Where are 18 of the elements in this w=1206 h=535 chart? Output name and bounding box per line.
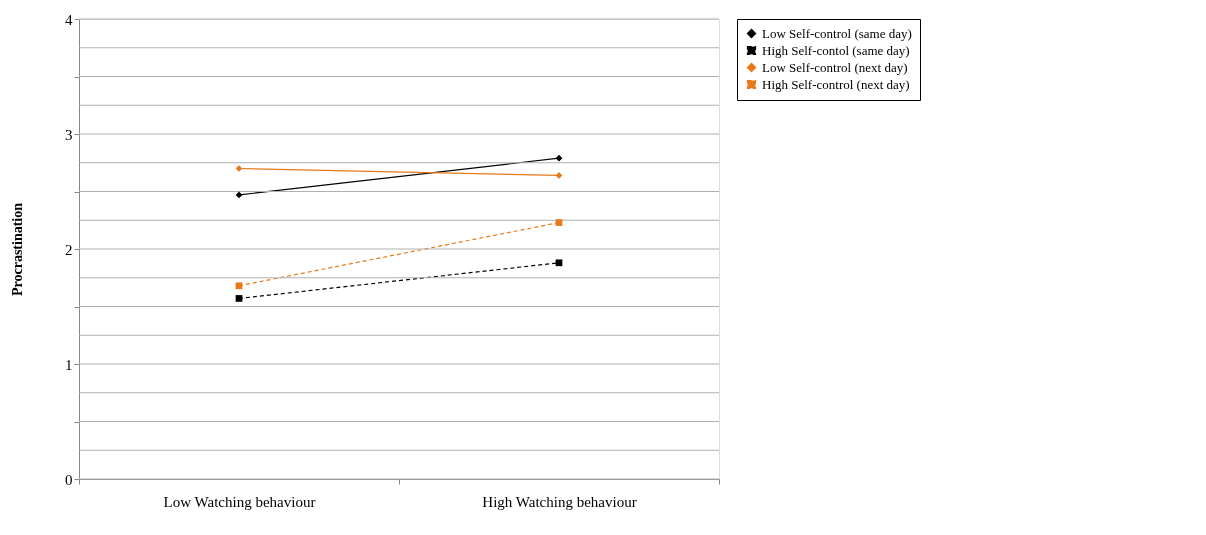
y-tick-label: 1 [65,356,73,373]
point [555,259,563,267]
y-tick-label: 0 [65,471,73,488]
point [235,191,243,199]
legend-label: Low Self-control (next day) [762,59,908,75]
legend-label: High Self-control (next day) [762,76,910,92]
legend-label: Low Self-control (same day) [762,25,912,41]
x-tick-label: High Watching behaviour [482,493,637,510]
x-tick-label: Low Watching behaviour [163,493,316,510]
point [555,154,563,162]
legend-label: High Self-contol (same day) [762,42,910,58]
y-tick-label: 3 [65,126,73,143]
point [235,282,243,290]
y-tick-label: 4 [65,11,73,28]
point [235,295,243,302]
point [555,219,563,226]
y-axis-title: Procrastination [10,202,25,297]
y-tick-label: 2 [65,241,73,258]
